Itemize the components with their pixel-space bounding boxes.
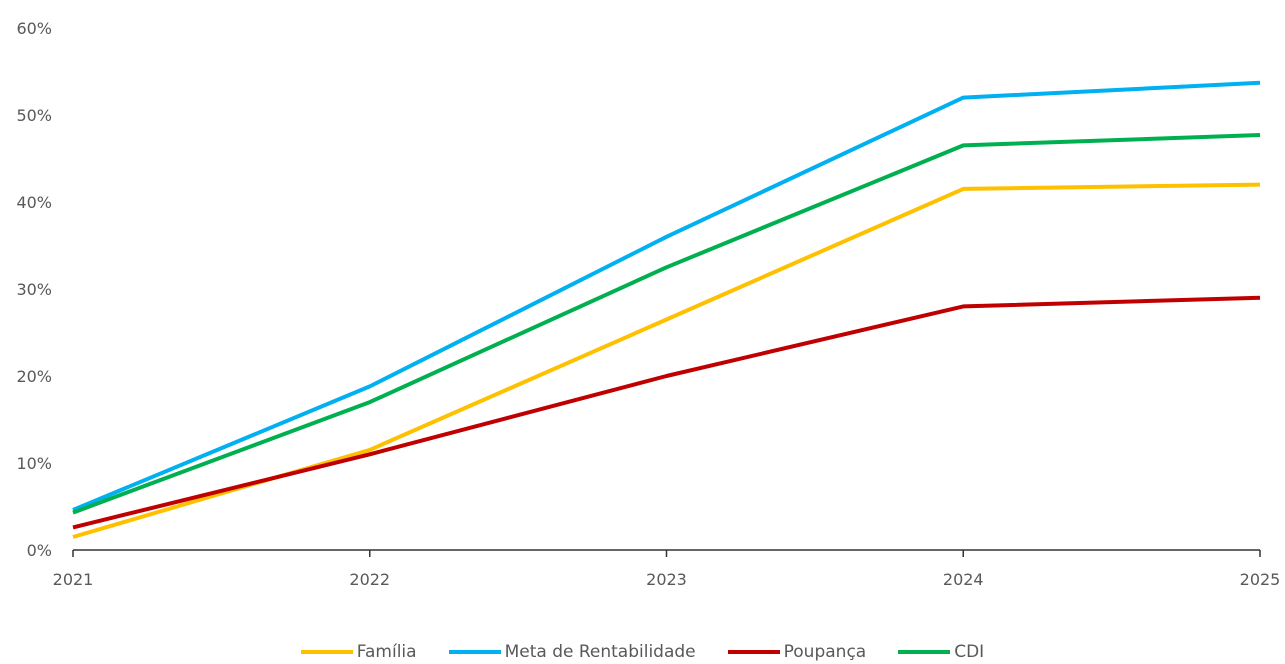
- y-tick-label: 10%: [16, 454, 52, 473]
- legend-label: Família: [356, 642, 417, 662]
- y-tick-label: 20%: [16, 367, 52, 386]
- legend-swatch: [300, 650, 353, 654]
- legend-item: Meta de Rentabilidade: [448, 642, 696, 662]
- line-chart: 0%10%20%30%40%50%60% 2021 2022 2023 2024 202…: [16, 19, 1281, 589]
- legend-item: Família: [300, 642, 417, 662]
- legend-swatch: [898, 650, 951, 654]
- x-tick-label: 2021: [53, 570, 94, 589]
- y-tick-label: 40%: [16, 193, 52, 212]
- legend-swatch: [727, 650, 780, 654]
- y-tick-label: 50%: [16, 106, 52, 125]
- x-tick-label: 2023: [646, 570, 687, 589]
- x-tick-label: 2025: [1240, 570, 1281, 589]
- legend: Família Meta de Rentabilidade Poupança CDI: [0, 640, 1285, 664]
- legend-label: CDI: [954, 642, 985, 662]
- series-line-poupanca: [72, 295, 1261, 530]
- y-tick-label: 0%: [27, 541, 52, 560]
- series-line-meta-de-rentabilidade: [72, 80, 1261, 512]
- legend-label: Meta de Rentabilidade: [504, 642, 696, 662]
- y-tick-label: 60%: [16, 19, 52, 38]
- x-tick-label: 2024: [943, 570, 984, 589]
- x-tick-label: 2022: [349, 570, 390, 589]
- series-line-cdi: [72, 133, 1261, 515]
- legend-item: CDI: [898, 642, 984, 662]
- x-axis: 2021 2022 2023 2024 2025: [53, 549, 1281, 589]
- y-tick-label: 30%: [16, 280, 52, 299]
- legend-swatch: [448, 650, 501, 654]
- legend-item: Poupança: [727, 642, 867, 662]
- series-lines: [72, 80, 1261, 539]
- y-axis: 0% 10% 20% 30% 40% 50% 60%: [16, 19, 52, 560]
- legend-label: Poupança: [783, 642, 867, 662]
